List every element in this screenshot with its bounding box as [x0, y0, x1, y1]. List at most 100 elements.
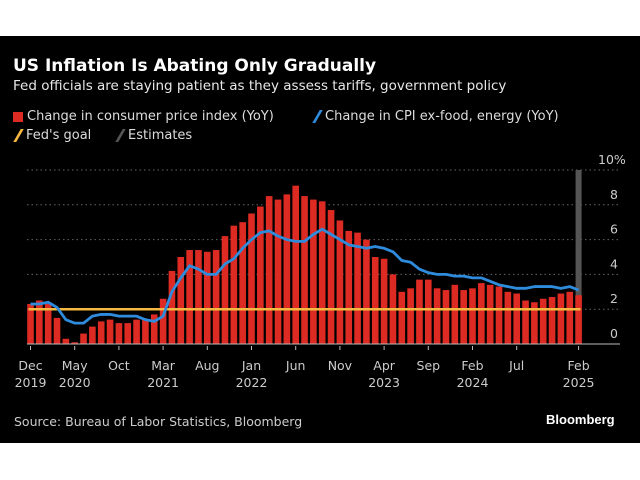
cpi-bar: [504, 291, 512, 344]
y-tick-label: 4: [610, 256, 618, 271]
cpi-bar: [186, 250, 193, 344]
x-tick-year: 2020: [59, 375, 91, 390]
x-tick-label: Feb: [461, 358, 483, 373]
chart-subtitle: Fed officials are staying patient as the…: [13, 78, 507, 94]
legend-item-cpi: Change in consumer price index (YoY): [13, 109, 274, 124]
cpi-bar: [265, 196, 273, 344]
cpi-bar: [177, 257, 185, 344]
cpi-bar: [539, 298, 547, 344]
cpi-bar: [124, 323, 132, 344]
cpi-bar: [513, 293, 520, 344]
cpi-bar: [416, 279, 423, 344]
x-tick-label: Aug: [195, 358, 219, 373]
cpi-bar: [195, 250, 202, 344]
cpi-bar: [53, 317, 61, 344]
x-tick-label: Sep: [417, 358, 441, 373]
cpi-bar: [230, 225, 238, 344]
legend-label: Fed's goal: [26, 128, 92, 143]
cpi-bar: [495, 286, 503, 344]
cpi-bar: [531, 302, 538, 344]
cpi-bar: [283, 194, 291, 344]
legend-item-estimates: Estimates: [115, 128, 192, 143]
y-tick-label: 0: [610, 326, 618, 341]
x-tick-year: 2025: [563, 375, 595, 390]
cpi-bar: [221, 236, 229, 344]
cpi-bar: [89, 326, 96, 344]
cpi-bar: [398, 291, 406, 344]
cpi-bar: [168, 270, 176, 344]
cpi-bar: [327, 210, 335, 344]
cpi-bar: [292, 185, 299, 344]
cpi-bar: [345, 230, 353, 344]
legend-label: Estimates: [128, 128, 193, 143]
cpi-bar: [44, 303, 52, 344]
cpi-bar: [274, 199, 282, 344]
cpi-bar: [336, 220, 344, 344]
x-tick-label: Mar: [151, 358, 175, 373]
bloomberg-logo: Bloomberg: [546, 412, 615, 427]
x-tick-label: Nov: [328, 358, 353, 373]
cpi-bar: [36, 300, 43, 344]
y-tick-label: 10%: [598, 152, 626, 167]
chart-title: US Inflation Is Abating Only Gradually: [13, 56, 377, 76]
cpi-bar: [212, 250, 220, 344]
chart-panel: US Inflation Is Abating Only Gradually F…: [0, 36, 640, 443]
cpi-bar: [115, 323, 123, 344]
cpi-bar: [204, 251, 211, 344]
cpi-bar: [71, 342, 78, 344]
cpi-bar: [106, 319, 114, 344]
cpi-bar: [460, 290, 467, 344]
x-tick-year: 2022: [236, 375, 268, 390]
x-tick-label: Jul: [508, 358, 524, 373]
cpi-bar: [310, 199, 317, 344]
cpi-bar: [442, 290, 450, 344]
cpi-bar: [425, 279, 432, 344]
core-cpi-line: [30, 227, 580, 325]
cpi-bar: [248, 213, 255, 344]
x-tick-year: 2021: [147, 375, 179, 390]
cpi-bar: [133, 319, 140, 344]
cpi-bar: [522, 300, 529, 344]
cpi-bar: [150, 314, 158, 344]
cpi-bar: [433, 288, 441, 344]
cpi-bar: [239, 222, 246, 344]
y-tick-label: 2: [610, 291, 618, 306]
cpi-bar: [478, 283, 485, 344]
cpi-bar: [354, 232, 361, 344]
cpi-bar: [318, 201, 326, 344]
cpi-bar: [575, 295, 582, 344]
x-tick-label: Oct: [108, 358, 130, 373]
cpi-bar: [27, 303, 34, 344]
x-tick-label: Jan: [241, 358, 261, 373]
cpi-bar: [380, 258, 388, 344]
cpi-bar: [486, 284, 494, 344]
x-tick-label: May: [62, 358, 88, 373]
x-tick-year: 2024: [457, 375, 489, 390]
x-tick-year: 2023: [368, 375, 400, 390]
y-tick-label: 6: [610, 222, 618, 237]
cpi-bar: [548, 297, 556, 344]
cpi-bar: [142, 319, 149, 344]
x-tick-label: Feb: [568, 358, 590, 373]
legend-item-fed-goal: Fed's goal: [13, 128, 91, 143]
estimates-band: [575, 170, 582, 344]
cpi-bar: [301, 196, 308, 344]
cpi-bar: [566, 291, 574, 344]
cpi-bar: [557, 293, 565, 344]
cpi-bar: [363, 239, 370, 344]
cpi-bar: [62, 338, 70, 344]
cpi-bar: [469, 288, 476, 344]
cpi-bar: [257, 206, 264, 344]
y-tick-label: 8: [610, 187, 618, 202]
source-note: Source: Bureau of Labor Statistics, Bloo…: [14, 414, 303, 429]
cpi-bar: [97, 321, 105, 344]
cpi-bar: [451, 284, 459, 344]
legend-item-core-cpi: Change in CPI ex-food, energy (YoY): [312, 109, 559, 124]
cpi-bar: [80, 333, 87, 344]
legend-label: Change in consumer price index (YoY): [27, 109, 274, 124]
x-tick-year: 2019: [15, 375, 47, 390]
x-tick-label: Apr: [373, 358, 395, 373]
x-tick-label: Dec: [18, 358, 42, 373]
cpi-bar: [371, 257, 379, 344]
